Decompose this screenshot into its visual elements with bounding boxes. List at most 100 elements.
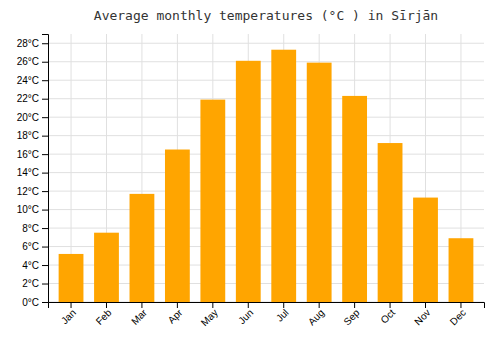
x-tick: Dec [448,302,468,327]
y-tick-mark [42,191,48,192]
grid-line-y [48,135,484,136]
y-tick-label: 0°C [22,297,39,308]
y-tick: 24°C [17,75,48,86]
x-tick-label: Mar [129,306,149,326]
y-tick: 16°C [17,149,48,160]
grid [48,34,484,302]
bar [342,96,367,302]
x-tick-mark [248,302,249,308]
title: Average monthly temperatures (°C ) in Sī… [94,8,438,23]
x-tick: Aug [306,302,326,327]
y-tick-mark [42,80,48,81]
x-tick-label: Apr [166,306,185,325]
y-tick-label: 10°C [17,204,39,215]
y-tick-mark [42,154,48,155]
x-tick-mark [425,302,426,308]
y-tick-mark [42,43,48,44]
y-tick: 20°C [17,112,48,123]
bar [236,61,261,302]
x-axis: Jan Feb Mar Apr May Jun Jul Aug Sep Oct Nov Dec [49,302,485,328]
y-tick-label: 28°C [17,38,39,49]
y-tick-mark [42,284,48,285]
x-tick-label: Aug [306,307,326,327]
y-tick: 0°C [22,297,48,308]
y-tick: 6°C [22,241,48,252]
y-tick-mark [42,228,48,229]
y-tick-label: 14°C [17,167,39,178]
grid-line-y [48,172,484,173]
y-tick: 4°C [22,260,48,271]
y-tick: 28°C [17,38,48,49]
bar [378,143,403,302]
bar [130,194,155,302]
x-tick-label: Feb [94,307,114,327]
y-tick-mark [42,210,48,211]
bar [94,233,119,302]
x-tick: Jul [274,302,291,324]
y-tick-mark [42,173,48,174]
y-tick-label: 4°C [22,260,39,271]
x-tick-mark [354,302,355,308]
y-tick: 18°C [17,130,48,141]
grid-line-y [48,80,484,81]
x-tick-mark [141,302,142,308]
x-tick-label: Jan [59,307,78,326]
y-axis-line [42,35,49,303]
x-tick-mark [319,302,320,308]
y-tick: 14°C [17,167,48,178]
y-tick-label: 2°C [22,278,39,289]
x-tick: Oct [378,302,397,326]
y-tick: 26°C [17,56,48,67]
grid-line-y [48,117,484,118]
x-tick-label: Jul [274,307,291,324]
x-tick: Jan [59,302,78,326]
y-tick-label: 22°C [17,93,39,104]
x-tick-mark [71,302,72,308]
bar [271,50,296,302]
bar [200,100,225,302]
bar [59,254,84,302]
x-tick-mark [390,302,391,308]
x-tick-label: Oct [378,307,397,326]
x-tick-mark [177,302,178,308]
y-tick: 10°C [17,204,48,215]
y-tick: 22°C [17,93,48,104]
grid-line-y [48,43,484,44]
grid-line-y [48,154,484,155]
y-tick: 2°C [22,278,48,289]
y-tick: 12°C [17,186,48,197]
chart: 0°C 2°C 4°C 6°C 8°C 10°C 12°C 14°C 16°C 18°C 20°C 2… [0,0,500,350]
x-tick-label: Sep [341,307,362,328]
x-tick-mark [460,302,461,308]
y-tick-label: 16°C [17,149,39,160]
bar [165,150,190,302]
grid-line-y [48,61,484,62]
y-tick-mark [42,99,48,100]
y-tick-mark [42,136,48,137]
x-tick-mark [106,302,107,308]
y-tick-label: 12°C [17,186,39,197]
y-tick-label: 6°C [22,241,39,252]
bar [413,198,438,302]
y-tick-mark [42,265,48,266]
x-tick: Jun [236,302,255,326]
y-tick-label: 8°C [22,223,39,234]
bar [307,63,332,302]
x-tick: Mar [129,302,149,327]
bar [449,238,474,302]
grid-line-y [48,191,484,192]
x-tick: Nov [412,302,432,327]
x-axis-line [49,303,485,309]
plot-area [59,50,474,302]
x-tick: Sep [341,302,362,327]
y-tick-label: 24°C [17,75,39,86]
y-tick-mark [42,247,48,248]
grid-line-y [48,98,484,99]
x-tick: May [199,302,220,328]
y-tick-mark [42,62,48,63]
x-tick-label: Nov [412,307,432,327]
x-tick-label: Jun [236,307,255,326]
x-tick: Apr [166,302,185,326]
x-tick-label: Dec [448,307,468,327]
y-tick-mark [42,302,48,303]
